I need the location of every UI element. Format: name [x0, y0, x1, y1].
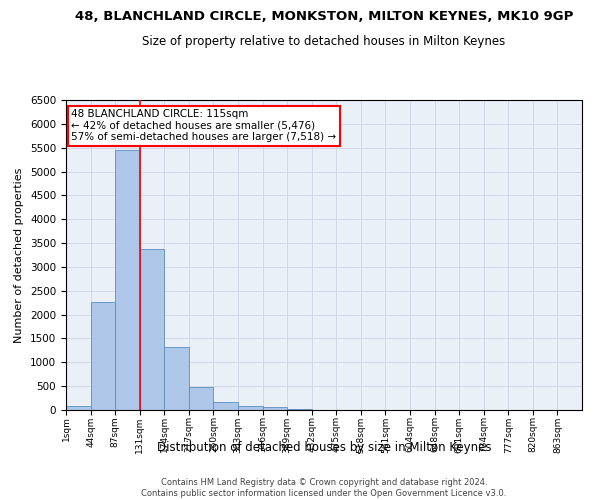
Bar [140, 249, 164, 410]
Bar [287, 408, 312, 410]
Text: Contains HM Land Registry data © Crown copyright and database right 2024.
Contai: Contains HM Land Registry data © Crown c… [142, 478, 506, 498]
Bar [263, 408, 287, 410]
Bar [91, 302, 115, 410]
Bar [115, 150, 140, 410]
Text: Size of property relative to detached houses in Milton Keynes: Size of property relative to detached ho… [142, 34, 506, 48]
Y-axis label: Number of detached properties: Number of detached properties [14, 168, 25, 342]
Text: Distribution of detached houses by size in Milton Keynes: Distribution of detached houses by size … [157, 441, 491, 454]
Text: 48, BLANCHLAND CIRCLE, MONKSTON, MILTON KEYNES, MK10 9GP: 48, BLANCHLAND CIRCLE, MONKSTON, MILTON … [75, 10, 573, 22]
Bar [238, 406, 263, 410]
Bar [189, 387, 214, 410]
Bar [164, 347, 189, 410]
Text: 48 BLANCHLAND CIRCLE: 115sqm
← 42% of detached houses are smaller (5,476)
57% of: 48 BLANCHLAND CIRCLE: 115sqm ← 42% of de… [71, 110, 336, 142]
Bar [214, 402, 238, 410]
Bar [66, 406, 91, 410]
